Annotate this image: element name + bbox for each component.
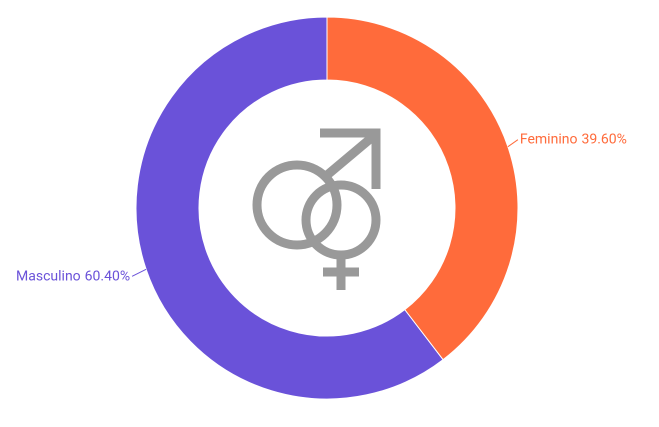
donut-slice <box>326 16 519 361</box>
slice-label-group: Masculino 60.40% <box>16 268 147 284</box>
category-label: Feminino <box>520 131 578 147</box>
leader-line <box>131 268 147 277</box>
value-label: 60.40% <box>85 268 130 284</box>
gender-icon <box>252 128 381 290</box>
category-label: Masculino <box>16 268 81 284</box>
donut-slice <box>135 16 444 400</box>
leader-line <box>507 139 519 148</box>
slice-label: Feminino 39.60% <box>520 131 627 147</box>
value-label: 39.60% <box>581 131 626 147</box>
slice-label: Masculino 60.40% <box>16 268 130 284</box>
slice-label-group: Feminino 39.60% <box>507 131 627 148</box>
